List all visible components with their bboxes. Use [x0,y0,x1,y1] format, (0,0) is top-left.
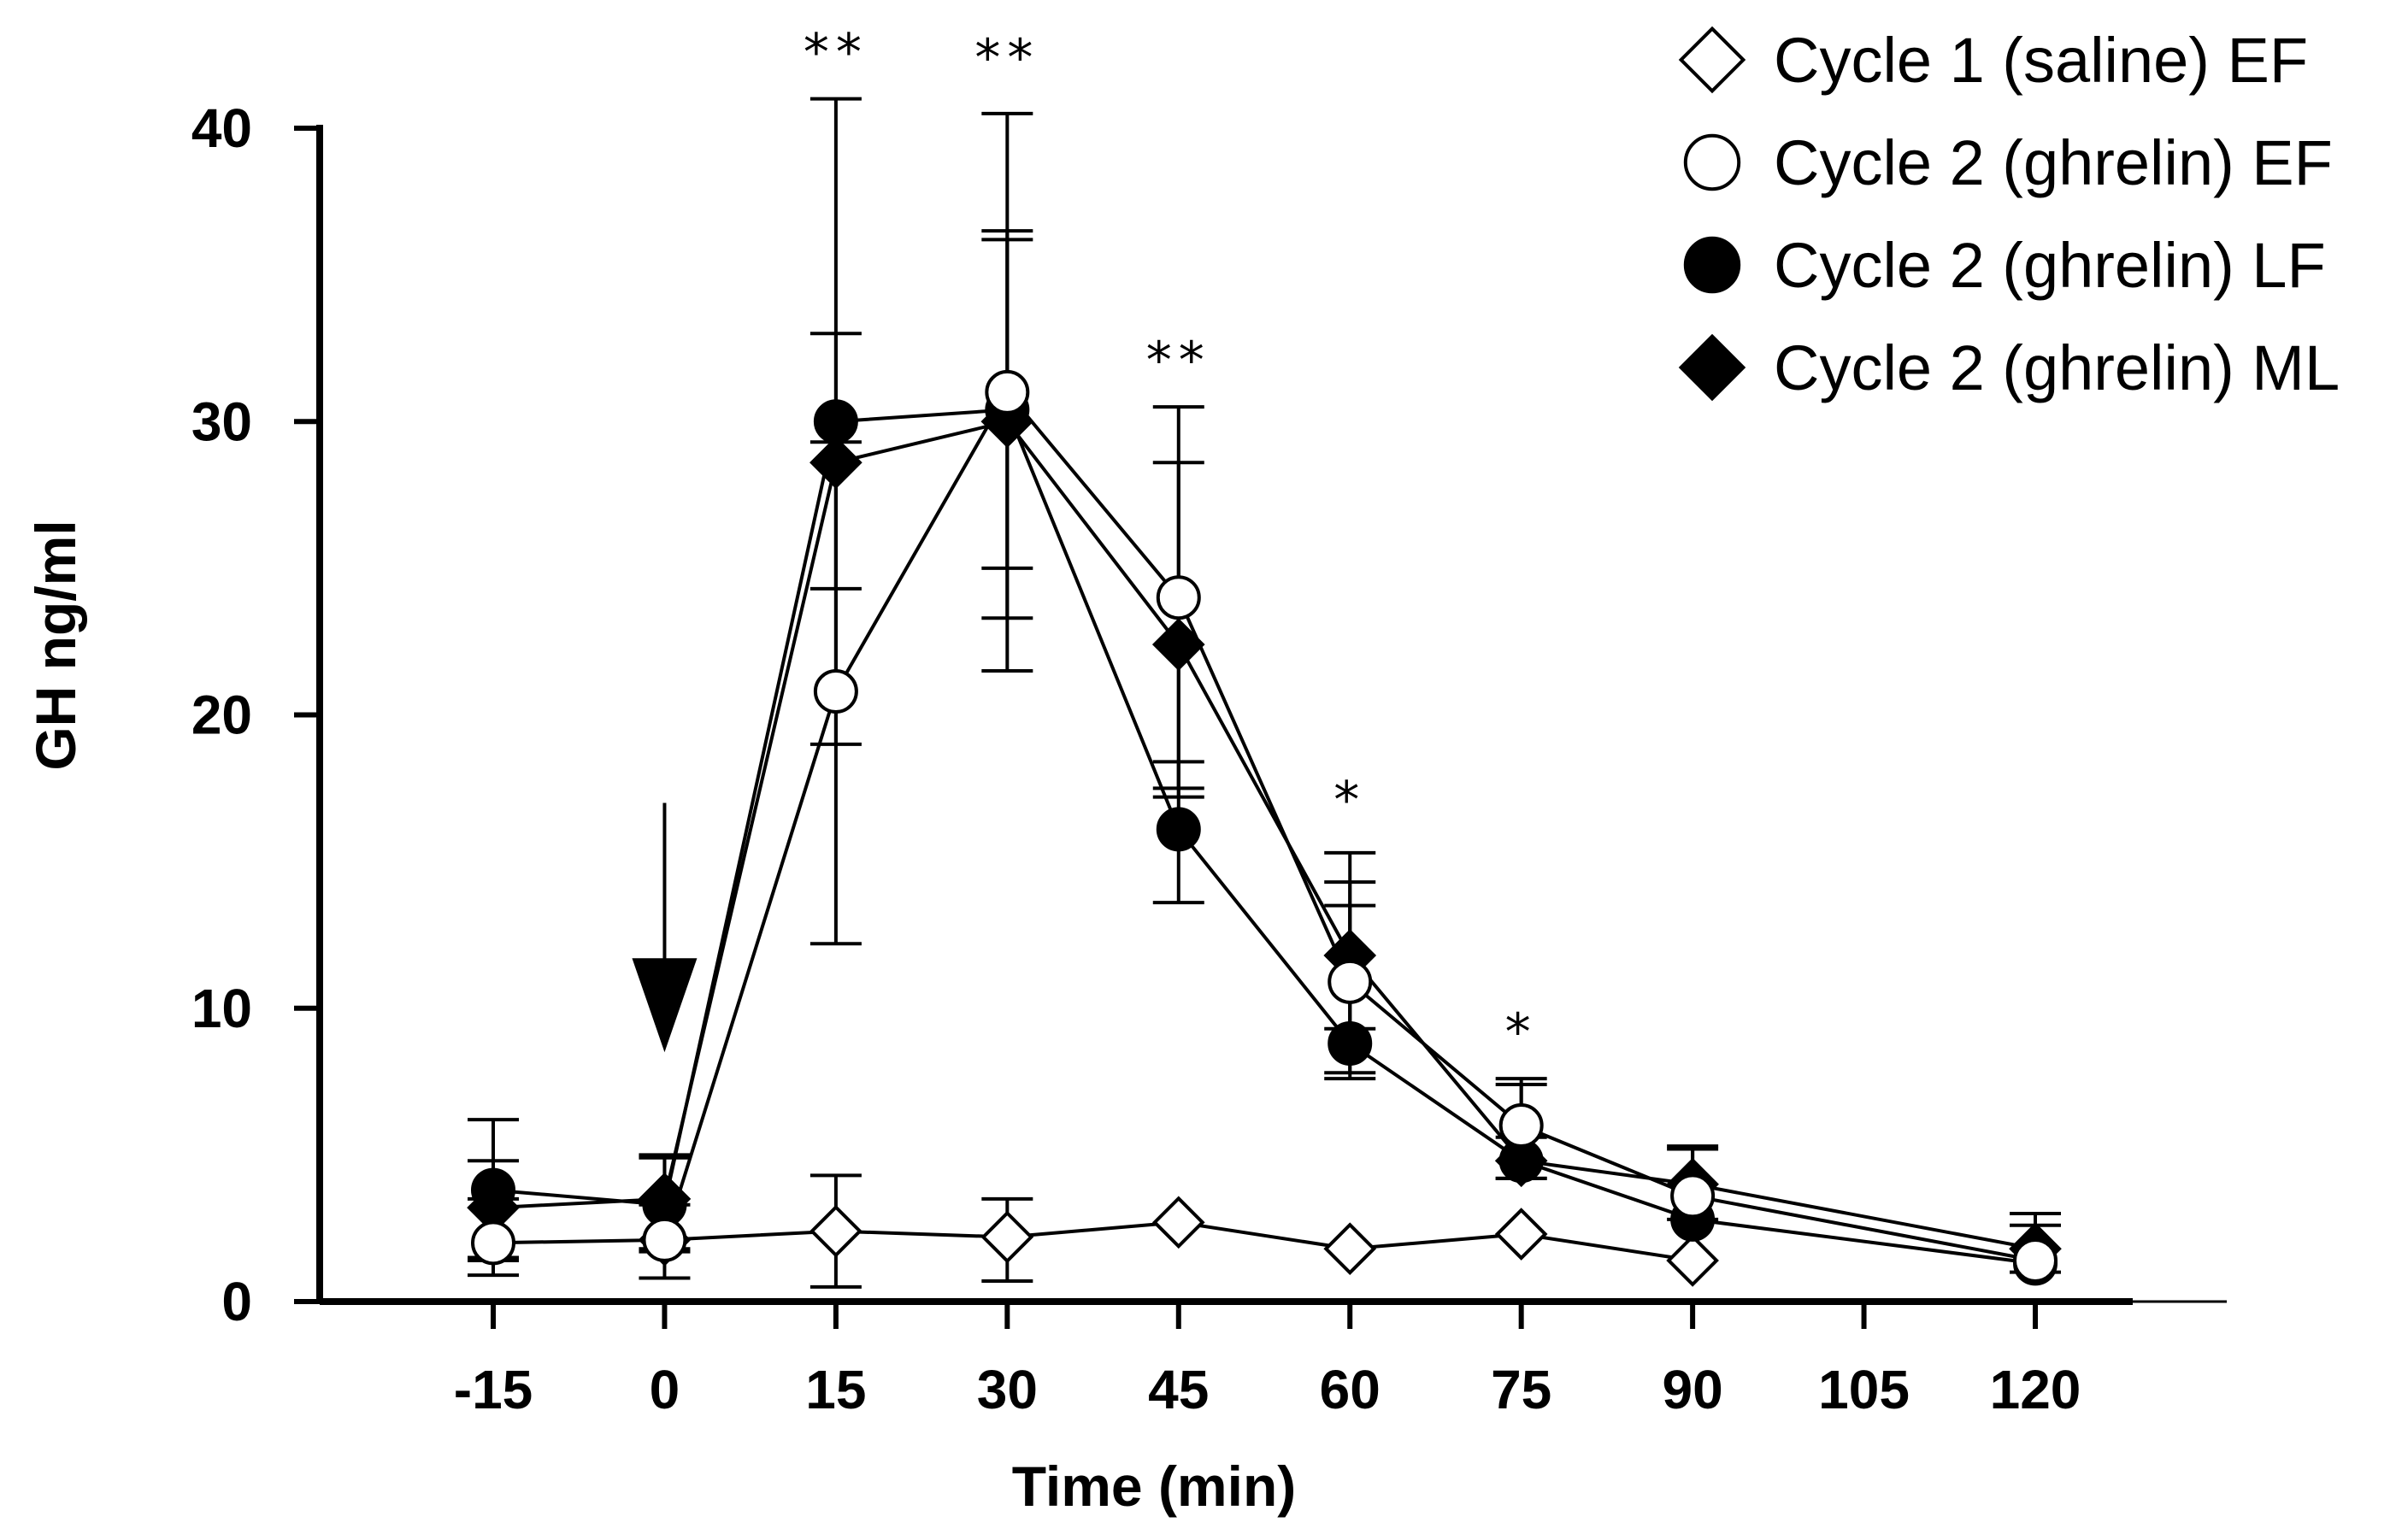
y-tick-label: 20 [191,685,252,746]
legend-marker-2 [1683,133,1741,191]
significance-annotation: ** [1146,331,1211,391]
data-point-series-3 [1328,1020,1373,1066]
data-point-series-2 [813,669,858,714]
x-tick-label: 15 [805,1359,866,1420]
y-tick-label: 30 [191,391,252,452]
data-point-series-4 [809,436,862,490]
data-point-series-3 [1156,807,1201,852]
data-point-series-1 [1151,1196,1205,1249]
y-axis-title: GH ng/ml [24,520,87,770]
y-tick-label: 40 [191,97,252,159]
data-point-series-2 [642,1217,687,1262]
data-point-series-4 [1151,618,1205,671]
legend-label-1: Cycle 1 (saline) EF [1774,25,2308,96]
data-point-series-1 [1494,1208,1548,1261]
legend-marker-1 [1678,26,1746,94]
legend-marker-4 [1678,333,1746,402]
data-point-series-2 [1328,959,1373,1004]
x-tick-label: 60 [1320,1359,1381,1420]
x-tick-label: 45 [1148,1359,1209,1420]
data-point-series-2 [1498,1103,1544,1149]
data-points-group [467,369,2062,1287]
legend: Cycle 1 (saline) EF Cycle 2 (ghrelin) EF C… [1678,25,2340,403]
data-point-series-1 [980,1210,1034,1264]
x-tick-label: -15 [454,1359,533,1420]
significance-annotation: * [1333,771,1366,831]
data-point-series-1 [809,1204,862,1258]
series-line-3 [492,408,2036,1266]
x-axis-title: Time (min) [1012,1455,1296,1518]
legend-marker-3 [1683,236,1741,294]
x-tick-label: 105 [1818,1359,1910,1420]
x-tick-label: 90 [1663,1359,1723,1420]
data-point-series-2 [1670,1173,1716,1219]
legend-label-4: Cycle 2 (ghrelin) ML [1774,332,2340,403]
x-tick-label: 120 [1990,1359,2081,1420]
y-tick-label: 10 [191,978,252,1039]
data-point-series-4 [1494,1134,1548,1188]
legend-label-3: Cycle 2 (ghrelin) LF [1774,230,2326,301]
axes-group: 0 10 20 30 40 -15 0 15 30 45 60 75 90 105 120 [191,97,2227,1420]
data-point-series-2 [1156,575,1201,620]
data-point-series-1 [1323,1222,1377,1276]
x-tick-label: 75 [1491,1359,1551,1420]
legend-label-2: Cycle 2 (ghrelin) EF [1774,127,2333,198]
significance-annotation: ** [804,22,868,82]
x-tick-label: 30 [977,1359,1038,1420]
data-point-series-3 [813,399,858,444]
y-tick-label: 0 [221,1271,252,1332]
injection-arrow-head [632,958,698,1053]
series-lines-group [492,389,2036,1266]
data-point-series-2 [471,1220,515,1266]
significance-annotation: ** [974,28,1039,88]
x-tick-label: 0 [650,1359,680,1420]
significance-annotation: * [1505,1002,1538,1062]
data-point-series-2 [2013,1237,2058,1283]
series-line-2 [492,389,2036,1262]
series-line-4 [492,420,2036,1251]
annotations-group: ** ****** [632,22,1538,1062]
data-point-series-1 [1666,1234,1719,1287]
data-point-series-2 [985,369,1030,414]
